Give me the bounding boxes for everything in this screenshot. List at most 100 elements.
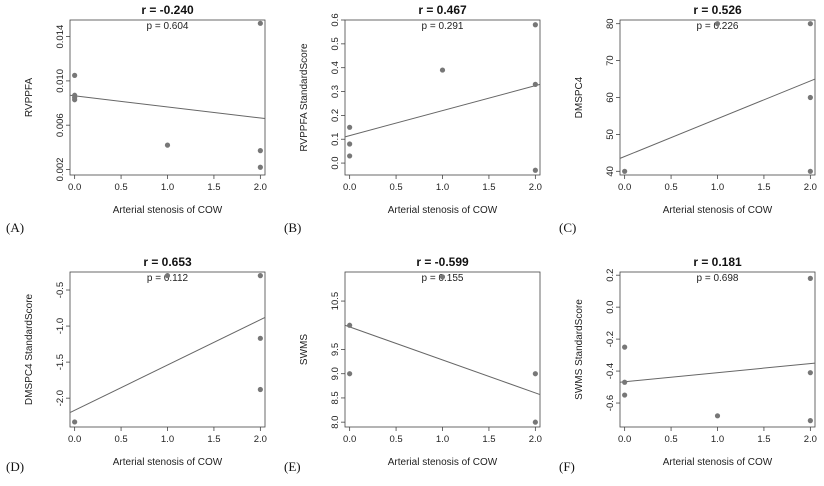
- x-tick-label: 0.0: [343, 434, 356, 445]
- y-tick-label: 0.5: [330, 37, 341, 50]
- chart-panel-1: r = -0.240 p = 0.604 0.0 0.5 1.0 1.5 2.0 0.002 0…: [6, 3, 267, 235]
- data-point: [439, 67, 446, 73]
- regression-line: [619, 78, 816, 159]
- chart-subtitle: p = 0.226: [697, 21, 739, 32]
- data-point: [164, 273, 171, 279]
- y-tick-label: 70: [605, 55, 616, 66]
- chart-title: r = -0.240: [141, 3, 194, 17]
- data-point: [347, 153, 353, 159]
- y-tick-label: 0.2: [330, 109, 341, 122]
- y-axis-label: RVPPFA StandardScore: [299, 43, 310, 152]
- x-axis-label: Arterial stenosis of COW: [663, 205, 773, 216]
- y-tick-label: 0.0: [605, 301, 616, 314]
- data-point: [622, 344, 628, 350]
- data-point: [439, 274, 446, 280]
- x-tick-label: 2.0: [254, 182, 267, 193]
- chart-panel-2: r = 0.467 p = 0.291 0.0 0.5 1.0 1.5 2.0 0.0 0.1 0…: [284, 3, 542, 235]
- y-tick-label: 0.010: [55, 69, 66, 93]
- regression-line: [344, 83, 541, 138]
- x-axis-label: Arterial stenosis of COW: [113, 205, 223, 216]
- y-tick-label: 9.5: [330, 343, 341, 356]
- y-tick-label: 0.1: [330, 133, 341, 146]
- y-axis-label: DMSPC4 StandardScore: [24, 293, 35, 405]
- data-point: [347, 371, 353, 377]
- y-tick-label: -1.5: [55, 354, 66, 370]
- y-tick-label: -0.4: [605, 363, 616, 379]
- plot-frame: [619, 19, 816, 176]
- panel-label: (B): [284, 220, 301, 235]
- y-tick-label: 0.014: [55, 25, 66, 49]
- data-point: [532, 167, 538, 173]
- x-tick-label: 2.0: [804, 182, 817, 193]
- regression-line: [69, 94, 266, 120]
- x-tick-label: 0.0: [68, 434, 81, 445]
- data-point: [714, 413, 721, 419]
- x-tick-label: 0.5: [389, 434, 402, 445]
- data-point: [72, 97, 78, 103]
- x-tick-label: 1.0: [436, 182, 449, 193]
- chart-subtitle: p = 0.112: [147, 273, 189, 284]
- y-axis-label: RVPPFA: [24, 78, 35, 118]
- data-point: [532, 419, 538, 425]
- x-tick-label: 1.0: [711, 182, 724, 193]
- data-point: [807, 168, 813, 174]
- data-point: [257, 273, 263, 279]
- data-point: [807, 370, 813, 376]
- data-point: [807, 21, 813, 27]
- x-tick-label: 0.0: [618, 434, 631, 445]
- panel-label: (C): [559, 220, 576, 235]
- y-tick-label: -0.5: [55, 282, 66, 298]
- y-tick-label: 8.5: [330, 391, 341, 404]
- plot-frame: [344, 271, 541, 428]
- x-tick-label: 0.5: [114, 434, 127, 445]
- data-point: [807, 94, 813, 101]
- data-point: [622, 379, 628, 385]
- x-tick-label: 0.0: [68, 182, 81, 193]
- data-point: [532, 81, 538, 87]
- y-tick-label: 80: [605, 18, 616, 29]
- x-tick-label: 0.0: [343, 182, 356, 193]
- x-tick-label: 1.5: [482, 182, 495, 193]
- data-point: [532, 371, 538, 377]
- y-tick-label: 0.3: [330, 85, 341, 98]
- regression-line: [69, 316, 266, 414]
- x-axis-label: Arterial stenosis of COW: [663, 457, 773, 468]
- data-point: [347, 124, 353, 130]
- regression-line: [344, 324, 541, 396]
- x-tick-label: 1.0: [436, 434, 449, 445]
- y-tick-label: 60: [605, 92, 616, 103]
- y-tick-label: -0.6: [605, 395, 616, 411]
- x-tick-label: 1.5: [757, 434, 770, 445]
- plot-frame: [69, 19, 266, 176]
- data-point: [622, 168, 628, 174]
- panel-label: (F): [559, 459, 575, 474]
- y-tick-label: 0.002: [55, 158, 66, 182]
- plot-frame: [344, 19, 541, 176]
- x-axis-label: Arterial stenosis of COW: [388, 457, 498, 468]
- chart-title: r = 0.526: [693, 3, 742, 17]
- y-axis-label: DMSPC4: [574, 76, 585, 118]
- plot-frame: [619, 271, 816, 428]
- x-tick-label: 0.0: [618, 182, 631, 193]
- x-tick-label: 1.5: [207, 434, 220, 445]
- y-tick-label: 0.0: [330, 156, 341, 169]
- x-tick-label: 1.5: [207, 182, 220, 193]
- data-point: [164, 142, 171, 148]
- chart-panel-3: r = 0.526 p = 0.226 0.0 0.5 1.0 1.5 2.0 40 50 60 7…: [559, 3, 817, 235]
- data-point: [714, 21, 721, 27]
- y-tick-label: 8.0: [330, 416, 341, 429]
- y-axis-label: SWMS: [299, 334, 310, 365]
- x-tick-label: 1.0: [161, 182, 174, 193]
- y-tick-label: -0.2: [605, 331, 616, 347]
- y-tick-label: 9.0: [330, 367, 341, 380]
- data-point: [72, 419, 78, 425]
- chart-subtitle: p = 0.291: [422, 21, 464, 32]
- x-axis-label: Arterial stenosis of COW: [113, 457, 223, 468]
- chart-title: r = -0.599: [416, 255, 469, 269]
- chart-subtitle: p = 0.698: [697, 273, 739, 284]
- data-point: [257, 335, 263, 341]
- data-point: [72, 72, 78, 78]
- x-tick-label: 2.0: [254, 434, 267, 445]
- data-point: [532, 22, 538, 28]
